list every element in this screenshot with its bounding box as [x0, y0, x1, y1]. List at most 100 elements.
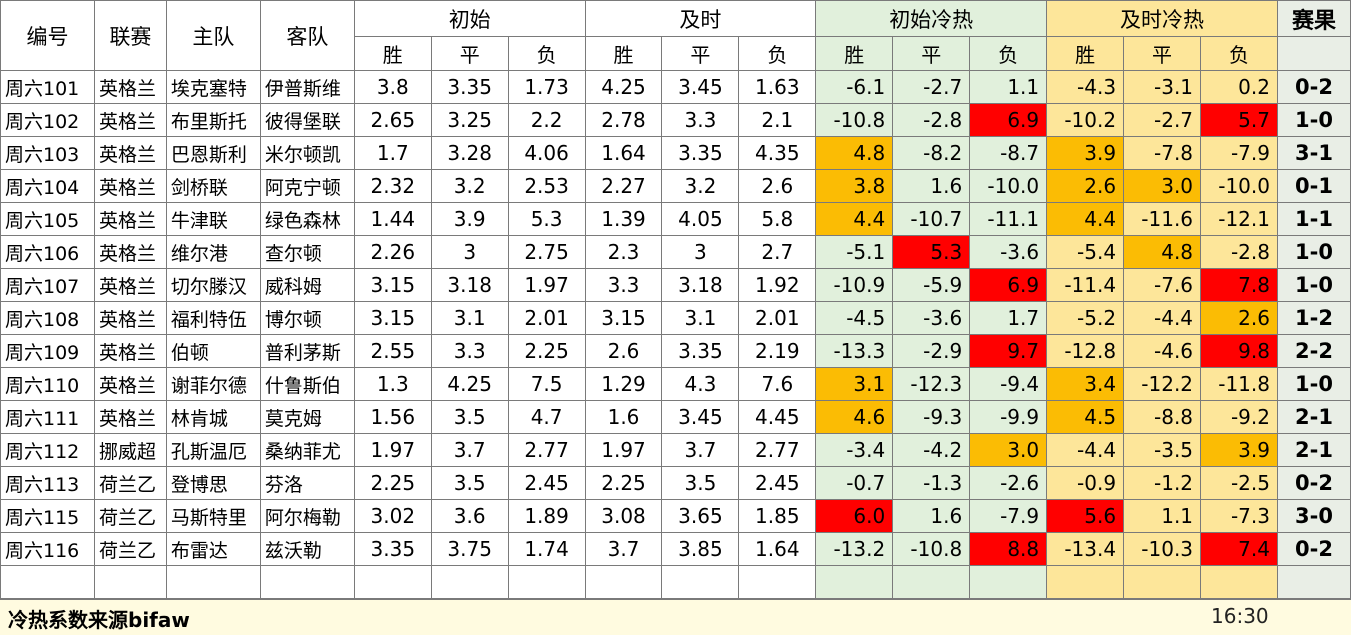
sub-lheat-win[interactable]: 胜: [1046, 36, 1125, 71]
match-id-cell[interactable]: 周六101: [0, 70, 95, 104]
header-id[interactable]: 编号: [0, 0, 95, 71]
live-heat-draw-cell[interactable]: -10.3: [1123, 532, 1202, 566]
live-odds-lose-cell[interactable]: 1.92: [738, 268, 817, 302]
live-odds-lose-cell[interactable]: 2.77: [738, 433, 817, 467]
initial-heat-win-cell[interactable]: -10.9: [815, 268, 894, 302]
live-heat-win-cell[interactable]: -12.8: [1046, 334, 1125, 368]
initial-heat-win-cell[interactable]: -3.4: [815, 433, 894, 467]
away-team-cell[interactable]: 普利茅斯: [259, 334, 355, 368]
initial-heat-draw-cell[interactable]: -4.2: [892, 433, 971, 467]
initial-odds-win-cell[interactable]: 3.15: [353, 268, 432, 302]
match-id-cell[interactable]: 周六105: [0, 202, 95, 236]
live-heat-draw-cell[interactable]: -12.2: [1123, 367, 1202, 401]
away-team-cell[interactable]: 桑纳菲尤: [259, 433, 355, 467]
initial-odds-win-cell[interactable]: 2.32: [353, 169, 432, 203]
header-league[interactable]: 联赛: [93, 0, 167, 71]
initial-odds-draw-cell[interactable]: 3.9: [430, 202, 509, 236]
live-heat-lose-cell[interactable]: -2.8: [1200, 235, 1278, 269]
initial-heat-win-cell[interactable]: -4.5: [815, 301, 894, 335]
empty-cell[interactable]: [815, 565, 894, 599]
header-initial[interactable]: 初始: [353, 0, 586, 37]
live-heat-lose-cell[interactable]: -10.0: [1200, 169, 1278, 203]
initial-odds-lose-cell[interactable]: 2.25: [507, 334, 586, 368]
live-odds-lose-cell[interactable]: 1.63: [738, 70, 817, 104]
empty-cell[interactable]: [738, 565, 817, 599]
match-id-cell[interactable]: 周六103: [0, 136, 95, 170]
initial-heat-lose-cell[interactable]: 3.0: [969, 433, 1048, 467]
live-odds-draw-cell[interactable]: 3.45: [661, 400, 740, 434]
initial-odds-draw-cell[interactable]: 3.3: [430, 334, 509, 368]
initial-odds-win-cell[interactable]: 3.8: [353, 70, 432, 104]
initial-odds-lose-cell[interactable]: 1.73: [507, 70, 586, 104]
result-cell[interactable]: 0-2: [1276, 532, 1351, 566]
header-result[interactable]: 赛果: [1276, 0, 1351, 37]
initial-odds-draw-cell[interactable]: 3.75: [430, 532, 509, 566]
sub-lheat-draw[interactable]: 平: [1123, 36, 1202, 71]
live-heat-win-cell[interactable]: -10.2: [1046, 103, 1125, 137]
sub-iheat-draw[interactable]: 平: [892, 36, 971, 71]
away-team-cell[interactable]: 芬洛: [259, 466, 355, 500]
match-id-cell[interactable]: 周六113: [0, 466, 95, 500]
live-odds-win-cell[interactable]: 1.29: [584, 367, 663, 401]
home-team-cell[interactable]: 孔斯温厄: [165, 433, 261, 467]
live-heat-win-cell[interactable]: -11.4: [1046, 268, 1125, 302]
initial-odds-win-cell[interactable]: 3.15: [353, 301, 432, 335]
initial-heat-draw-cell[interactable]: -2.8: [892, 103, 971, 137]
live-heat-draw-cell[interactable]: -4.6: [1123, 334, 1202, 368]
home-team-cell[interactable]: 登博思: [165, 466, 261, 500]
live-odds-draw-cell[interactable]: 3.3: [661, 103, 740, 137]
home-team-cell[interactable]: 剑桥联: [165, 169, 261, 203]
header-away[interactable]: 客队: [259, 0, 355, 71]
live-heat-lose-cell[interactable]: 3.9: [1200, 433, 1278, 467]
home-team-cell[interactable]: 福利特伍: [165, 301, 261, 335]
live-odds-lose-cell[interactable]: 2.6: [738, 169, 817, 203]
live-odds-lose-cell[interactable]: 2.7: [738, 235, 817, 269]
live-odds-lose-cell[interactable]: 2.19: [738, 334, 817, 368]
home-team-cell[interactable]: 巴恩斯利: [165, 136, 261, 170]
sub-result-empty[interactable]: [1276, 36, 1351, 71]
empty-cell[interactable]: [93, 565, 167, 599]
initial-odds-draw-cell[interactable]: 3.1: [430, 301, 509, 335]
match-id-cell[interactable]: 周六107: [0, 268, 95, 302]
live-heat-win-cell[interactable]: 4.4: [1046, 202, 1125, 236]
sub-initial-lose[interactable]: 负: [507, 36, 586, 71]
away-team-cell[interactable]: 查尔顿: [259, 235, 355, 269]
initial-heat-win-cell[interactable]: 4.8: [815, 136, 894, 170]
match-id-cell[interactable]: 周六110: [0, 367, 95, 401]
live-heat-win-cell[interactable]: -4.4: [1046, 433, 1125, 467]
live-heat-win-cell[interactable]: 3.4: [1046, 367, 1125, 401]
initial-heat-win-cell[interactable]: -6.1: [815, 70, 894, 104]
initial-odds-win-cell[interactable]: 3.35: [353, 532, 432, 566]
match-id-cell[interactable]: 周六115: [0, 499, 95, 533]
initial-heat-lose-cell[interactable]: -8.7: [969, 136, 1048, 170]
initial-odds-win-cell[interactable]: 1.3: [353, 367, 432, 401]
initial-odds-lose-cell[interactable]: 7.5: [507, 367, 586, 401]
away-team-cell[interactable]: 莫克姆: [259, 400, 355, 434]
initial-heat-lose-cell[interactable]: 1.7: [969, 301, 1048, 335]
initial-heat-draw-cell[interactable]: -2.7: [892, 70, 971, 104]
league-cell[interactable]: 英格兰: [93, 400, 167, 434]
initial-odds-win-cell[interactable]: 2.26: [353, 235, 432, 269]
initial-heat-lose-cell[interactable]: -3.6: [969, 235, 1048, 269]
live-heat-draw-cell[interactable]: 4.8: [1123, 235, 1202, 269]
live-heat-lose-cell[interactable]: -7.3: [1200, 499, 1278, 533]
initial-odds-win-cell[interactable]: 1.97: [353, 433, 432, 467]
live-odds-lose-cell[interactable]: 2.1: [738, 103, 817, 137]
league-cell[interactable]: 英格兰: [93, 103, 167, 137]
live-odds-win-cell[interactable]: 1.64: [584, 136, 663, 170]
match-id-cell[interactable]: 周六109: [0, 334, 95, 368]
empty-cell[interactable]: [1123, 565, 1202, 599]
live-odds-draw-cell[interactable]: 3.45: [661, 70, 740, 104]
result-cell[interactable]: 2-1: [1276, 400, 1351, 434]
empty-cell[interactable]: [584, 565, 663, 599]
live-heat-win-cell[interactable]: -4.3: [1046, 70, 1125, 104]
initial-odds-draw-cell[interactable]: 3.6: [430, 499, 509, 533]
match-id-cell[interactable]: 周六112: [0, 433, 95, 467]
live-odds-win-cell[interactable]: 1.39: [584, 202, 663, 236]
live-odds-lose-cell[interactable]: 2.01: [738, 301, 817, 335]
live-heat-draw-cell[interactable]: -3.5: [1123, 433, 1202, 467]
away-team-cell[interactable]: 威科姆: [259, 268, 355, 302]
initial-heat-lose-cell[interactable]: 6.9: [969, 103, 1048, 137]
result-cell[interactable]: 0-2: [1276, 466, 1351, 500]
live-odds-draw-cell[interactable]: 3.1: [661, 301, 740, 335]
